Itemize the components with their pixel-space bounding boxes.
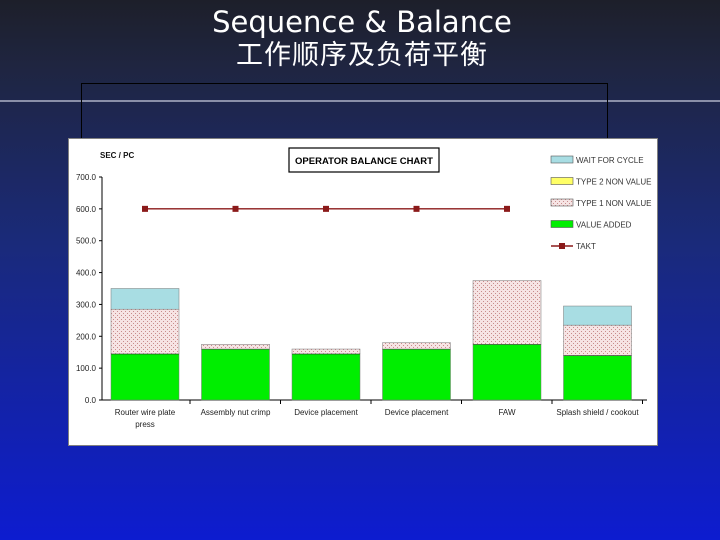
legend-label: TYPE 1 NON VALUE	[576, 199, 651, 208]
legend-swatch	[550, 155, 574, 164]
legend-marker	[559, 243, 565, 249]
takt-marker	[323, 205, 329, 212]
y-tick-label: 600.0	[76, 205, 97, 214]
title-divider	[0, 100, 720, 102]
bar-segment	[563, 305, 632, 326]
y-tick-label: 700.0	[76, 173, 97, 182]
y-tick-label: 0.0	[85, 396, 97, 405]
x-tick-label: Router wire plate	[115, 408, 176, 417]
takt-marker	[142, 205, 148, 212]
x-tick-label: FAW	[498, 408, 515, 417]
bar-segment	[472, 280, 542, 345]
bar-segment	[472, 344, 542, 401]
bar-segment	[291, 353, 361, 401]
chart-panel: 0.0 100.0 200.0 300.0 400.0 500.0 600.0 700.0 SE…	[68, 138, 658, 446]
operator-balance-chart: 0.0 100.0 200.0 300.0 400.0 500.0 600.0 700.0 SE…	[76, 147, 651, 429]
legend-label: TAKT	[576, 242, 596, 251]
chart-title-box	[288, 147, 440, 173]
legend-swatch	[550, 198, 574, 207]
y-tick-label: 400.0	[76, 269, 97, 278]
legend-label: TYPE 2 NON VALUE	[576, 178, 651, 187]
x-tick-label: press	[135, 420, 155, 429]
y-tick-label: 300.0	[76, 300, 97, 309]
bar-segment	[110, 288, 180, 310]
slide-title: Sequence & Balance 工作顺序及负荷平衡	[0, 6, 720, 72]
y-tick-label: 200.0	[76, 332, 97, 341]
legend-label: WAIT FOR CYCLE	[576, 156, 644, 165]
takt-marker	[413, 205, 420, 212]
legend-swatch	[550, 177, 574, 185]
y-tick-label: 500.0	[76, 237, 97, 246]
placeholder-outline	[81, 83, 608, 143]
bar-segment	[201, 344, 270, 350]
takt-marker	[504, 205, 510, 212]
bar-segment	[563, 324, 632, 356]
legend-swatch	[550, 220, 574, 228]
bar-segment	[382, 342, 451, 350]
slide-title-line-2: 工作顺序及负荷平衡	[236, 40, 488, 71]
bar-segment	[201, 348, 270, 401]
x-tick-label: Splash shield / cookout	[556, 408, 639, 417]
slide-title-line-1: Sequence & Balance	[212, 5, 512, 39]
bar-segment	[110, 308, 180, 355]
chart-title: OPERATOR BALANCE CHART	[295, 156, 433, 167]
x-tick-label: Device placement	[294, 408, 358, 417]
legend-label: VALUE ADDED	[576, 221, 632, 230]
takt-marker	[232, 205, 239, 212]
y-tick-label: 100.0	[76, 364, 97, 373]
x-tick-label: Device placement	[385, 408, 449, 417]
y-axis-label: SEC / PC	[100, 151, 134, 160]
x-tick-label: Assembly nut crimp	[201, 408, 271, 417]
bar-segment	[110, 353, 180, 401]
bar-segment	[563, 355, 632, 401]
bar-segment	[382, 348, 451, 401]
bar-segment	[291, 348, 361, 355]
